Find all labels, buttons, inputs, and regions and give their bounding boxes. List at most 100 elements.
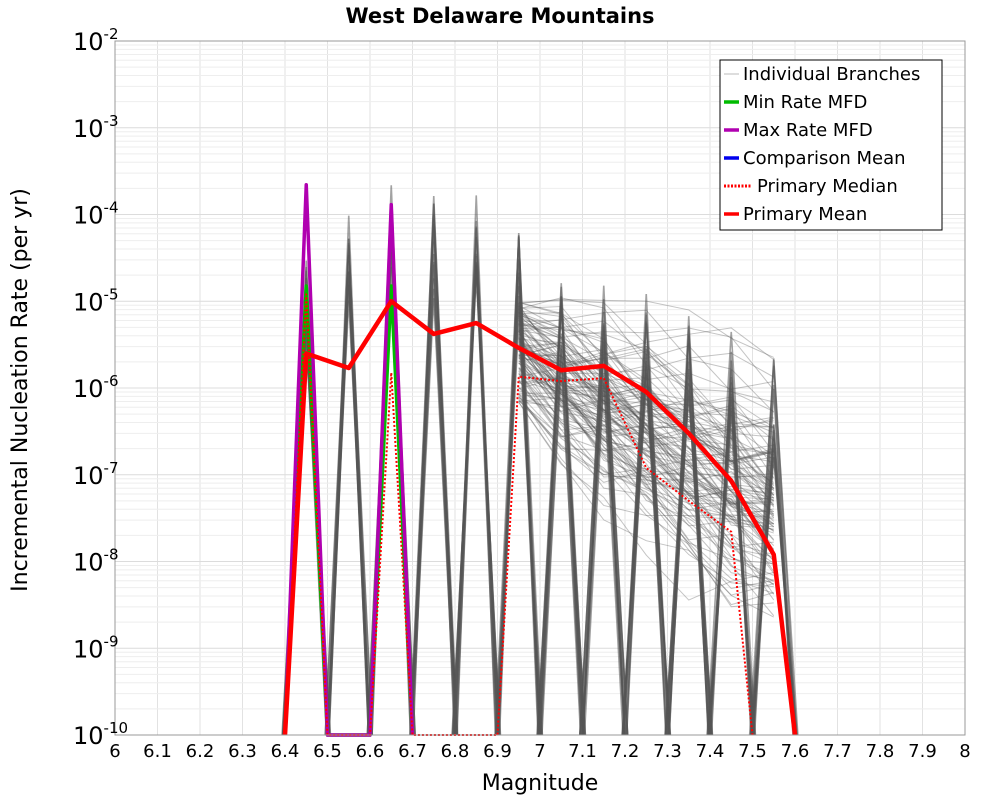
legend-label: Comparison Mean bbox=[743, 148, 906, 169]
branch-line bbox=[518, 393, 774, 608]
branch-line bbox=[518, 301, 774, 513]
branch-line bbox=[518, 396, 775, 586]
branch-line bbox=[518, 373, 774, 585]
branch-line bbox=[518, 330, 774, 496]
branch-line bbox=[751, 449, 797, 736]
branch-line bbox=[583, 382, 624, 736]
branch-line bbox=[518, 401, 774, 618]
branch-line bbox=[706, 331, 757, 736]
branch-line bbox=[453, 220, 499, 736]
x-tick-label: 7.4 bbox=[696, 741, 725, 762]
branch-line bbox=[664, 335, 713, 736]
branch-line bbox=[410, 254, 458, 736]
x-tick-label: 7.1 bbox=[568, 741, 597, 762]
branch-line bbox=[518, 399, 775, 497]
x-tick-label: 7.2 bbox=[611, 741, 640, 762]
branch-line bbox=[518, 399, 774, 476]
branch-line bbox=[518, 345, 774, 517]
branch-line bbox=[707, 400, 755, 736]
branch-line bbox=[518, 362, 775, 499]
x-tick-label: 6.4 bbox=[271, 741, 300, 762]
x-tick-label: 6.3 bbox=[228, 741, 257, 762]
branch-line bbox=[518, 390, 774, 596]
branch-line bbox=[518, 394, 774, 506]
x-tick-label: 6.9 bbox=[483, 741, 512, 762]
branch-line bbox=[518, 299, 774, 438]
branch-line bbox=[518, 320, 775, 479]
branch-line bbox=[328, 260, 370, 736]
branch-line bbox=[541, 353, 582, 736]
legend-label: Min Rate MFD bbox=[743, 92, 867, 113]
branch-line bbox=[518, 305, 775, 540]
plot-frame bbox=[114, 40, 966, 736]
branch-line bbox=[518, 362, 774, 499]
branch-line bbox=[518, 354, 774, 505]
branch-line bbox=[518, 338, 775, 516]
branch-line bbox=[518, 316, 774, 556]
branch-line bbox=[518, 397, 775, 601]
branch-line bbox=[518, 324, 774, 455]
branch-line bbox=[518, 302, 774, 428]
branch-line bbox=[518, 305, 774, 403]
branch-line bbox=[518, 342, 774, 517]
branch-line bbox=[518, 319, 774, 525]
branch-line bbox=[518, 341, 775, 617]
x-tick-label: 7.9 bbox=[908, 741, 937, 762]
branch-line bbox=[518, 297, 774, 412]
branch-line bbox=[518, 343, 774, 500]
x-tick-label: 6.5 bbox=[313, 741, 342, 762]
branch-line bbox=[454, 237, 499, 736]
branch-line bbox=[518, 312, 775, 469]
branch-line bbox=[518, 402, 774, 601]
branch-line bbox=[518, 329, 774, 460]
branch-line bbox=[518, 348, 774, 566]
grid bbox=[114, 41, 966, 736]
branch-line bbox=[410, 288, 457, 736]
branch-line bbox=[518, 308, 775, 519]
legend-label: Max Rate MFD bbox=[743, 120, 873, 141]
branch-line bbox=[518, 322, 775, 528]
legend-label: Individual Branches bbox=[743, 64, 920, 85]
branch-line bbox=[518, 315, 774, 505]
branch-line bbox=[518, 334, 775, 487]
branch-line bbox=[518, 387, 775, 561]
x-tick-label: 8 bbox=[959, 741, 970, 762]
y-tick-label: 10-6 bbox=[73, 372, 119, 403]
branch-line bbox=[328, 272, 370, 736]
branch-line bbox=[518, 298, 774, 358]
branch-line bbox=[518, 311, 774, 489]
branch-line bbox=[518, 343, 774, 588]
branch-line bbox=[518, 376, 775, 547]
branch-line bbox=[518, 362, 775, 485]
branch-line bbox=[518, 397, 774, 594]
branch-line bbox=[518, 350, 774, 463]
y-tick-label: 10-2 bbox=[73, 25, 119, 56]
branch-line bbox=[518, 329, 774, 465]
branch-line bbox=[518, 326, 774, 432]
branch-line bbox=[518, 331, 774, 534]
branch-line bbox=[518, 309, 775, 413]
branch-line bbox=[518, 314, 775, 556]
branch-line bbox=[518, 392, 774, 548]
branch-line bbox=[621, 314, 671, 736]
branch-line bbox=[518, 398, 775, 555]
branch-line bbox=[518, 379, 774, 515]
branch-line bbox=[518, 313, 775, 441]
branch-line bbox=[518, 342, 774, 525]
branch-line bbox=[518, 336, 774, 465]
branch-line bbox=[518, 312, 774, 462]
branch-line bbox=[518, 304, 775, 562]
branch-line bbox=[518, 344, 775, 453]
branch-line bbox=[518, 331, 775, 489]
branch-line bbox=[518, 377, 774, 501]
branch-line bbox=[582, 373, 626, 736]
y-axis-label: Incremental Nucleation Rate (per yr) bbox=[8, 188, 33, 592]
branch-line bbox=[518, 346, 775, 525]
branch-line bbox=[518, 337, 775, 502]
branch-line bbox=[518, 357, 774, 528]
x-tick-label: 7.3 bbox=[653, 741, 682, 762]
x-tick-label: 6.2 bbox=[186, 741, 215, 762]
branch-line bbox=[518, 322, 775, 368]
branch-line bbox=[518, 315, 774, 455]
